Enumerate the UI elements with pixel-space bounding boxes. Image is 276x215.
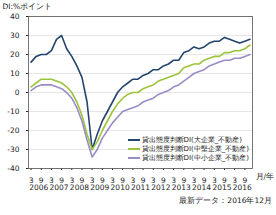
svg-text:-10: -10 <box>7 107 19 116</box>
svg-text:9: 9 <box>161 175 166 185</box>
svg-text:9: 9 <box>201 175 207 185</box>
svg-text:9: 9 <box>99 175 105 185</box>
svg-text:9: 9 <box>79 175 85 185</box>
svg-text:2010: 2010 <box>111 183 130 192</box>
svg-text:9: 9 <box>59 175 64 185</box>
svg-text:2007: 2007 <box>49 183 68 192</box>
svg-text:-40: -40 <box>7 164 19 173</box>
svg-text:3: 3 <box>171 175 176 185</box>
svg-text:3: 3 <box>191 175 197 185</box>
svg-text:9: 9 <box>120 175 126 185</box>
svg-text:3: 3 <box>150 175 156 185</box>
svg-text:9: 9 <box>242 175 248 185</box>
svg-text:DI:%ポイント: DI:%ポイント <box>3 2 53 11</box>
svg-text:3: 3 <box>89 175 95 185</box>
svg-text:20: 20 <box>10 50 20 59</box>
svg-text:3: 3 <box>69 175 75 185</box>
html-text:貸出態度判断DI(大企業_不動産): 貸出態度判断DI(大企業_不動産) <box>141 136 242 144</box>
svg-text:2008: 2008 <box>70 183 89 192</box>
svg-text:2012: 2012 <box>151 183 170 192</box>
svg-text:2009: 2009 <box>90 183 109 192</box>
svg-text:3: 3 <box>211 175 217 185</box>
svg-text:9: 9 <box>140 175 146 185</box>
svg-text:3: 3 <box>130 175 136 185</box>
html-text:貸出態度判断DI(中小企業_不動産): 貸出態度判断DI(中小企業_不動産) <box>141 154 249 162</box>
svg-text:月/年: 月/年 <box>256 172 275 181</box>
svg-text:2015: 2015 <box>212 183 231 192</box>
svg-text:9: 9 <box>181 175 187 185</box>
svg-text:2016: 2016 <box>233 183 252 192</box>
svg-text:3: 3 <box>49 175 54 185</box>
svg-text:30: 30 <box>10 31 20 40</box>
svg-text:10: 10 <box>10 69 20 78</box>
svg-text:3: 3 <box>110 175 115 185</box>
svg-text:2006: 2006 <box>29 183 48 192</box>
svg-text:2013: 2013 <box>172 183 191 192</box>
svg-text:-20: -20 <box>7 126 19 135</box>
svg-text:9: 9 <box>38 175 44 185</box>
svg-text:9: 9 <box>222 175 227 185</box>
svg-text:2014: 2014 <box>192 183 211 192</box>
html-text:最新データ：2016年12月: 最新データ：2016年12月 <box>179 196 272 205</box>
svg-text:2011: 2011 <box>131 183 150 192</box>
svg-text:3: 3 <box>28 175 34 185</box>
svg-text:-30: -30 <box>7 145 19 154</box>
svg-text:0: 0 <box>15 88 20 97</box>
svg-text:3: 3 <box>232 175 238 185</box>
html-text:貸出態度判断DI(中堅企業_不動産): 貸出態度判断DI(中堅企業_不動産) <box>141 145 249 153</box>
svg-text:40: 40 <box>10 12 20 21</box>
